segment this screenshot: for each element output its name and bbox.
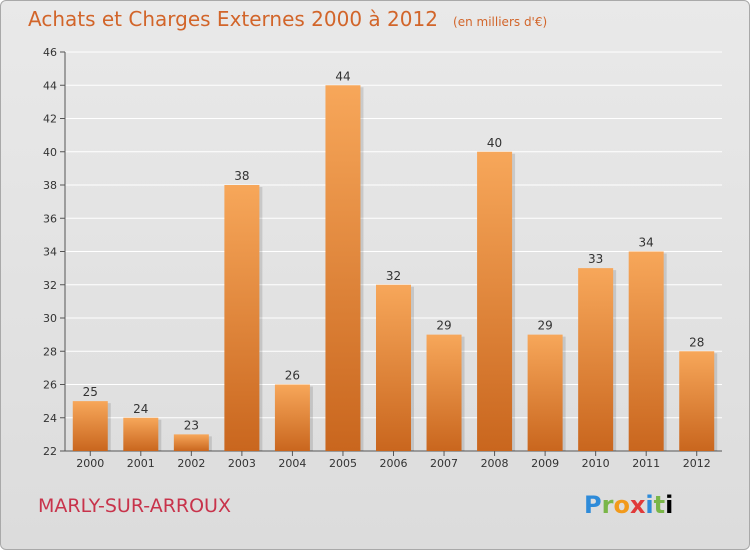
x-tick-label: 2004 (278, 457, 306, 470)
y-tick-label: 42 (43, 113, 57, 126)
logo-letter: o (613, 491, 630, 519)
bar-value-label: 38 (234, 169, 249, 183)
y-tick-label: 24 (43, 412, 57, 425)
bar (173, 434, 209, 451)
bar-value-label: 44 (335, 69, 350, 83)
x-tick-label: 2003 (228, 457, 256, 470)
bar-value-label: 40 (487, 136, 502, 150)
bar-value-label: 23 (184, 418, 199, 432)
proxiti-logo: Proxiti (584, 491, 673, 519)
bar (679, 351, 715, 451)
bar-value-label: 34 (639, 236, 654, 250)
bar-value-label: 26 (285, 369, 300, 383)
bar-value-label: 24 (133, 402, 148, 416)
bar-value-label: 32 (386, 269, 401, 283)
logo-letter: x (629, 491, 646, 519)
x-tick-label: 2002 (177, 457, 205, 470)
bar (477, 151, 513, 451)
bar (578, 268, 614, 451)
bar (527, 334, 563, 451)
y-tick-label: 30 (43, 312, 57, 325)
logo-letter: r (601, 491, 614, 519)
y-tick-label: 26 (43, 379, 57, 392)
y-tick-label: 40 (43, 146, 57, 159)
y-tick-label: 46 (43, 46, 57, 59)
bar (376, 284, 411, 451)
bar-value-label: 28 (689, 335, 704, 349)
x-tick-label: 2007 (430, 457, 458, 470)
bar (123, 417, 159, 451)
x-tick-label: 2001 (127, 457, 155, 470)
chart-title: Achats et Charges Externes 2000 à 2012 (… (28, 7, 547, 31)
bar-value-label: 25 (83, 385, 98, 399)
bar (274, 384, 310, 451)
bar (325, 85, 361, 451)
bar-value-label: 33 (588, 252, 603, 266)
bar (224, 185, 260, 451)
y-tick-label: 44 (43, 79, 57, 92)
y-tick-label: 36 (43, 212, 57, 225)
x-tick-label: 2011 (632, 457, 660, 470)
bar (426, 334, 462, 451)
chart-title-main: Achats et Charges Externes 2000 à 2012 (28, 7, 438, 31)
y-tick-label: 34 (43, 246, 57, 259)
x-tick-label: 2010 (582, 457, 610, 470)
y-tick-label: 22 (43, 445, 57, 458)
bar-value-label: 29 (436, 319, 451, 333)
x-tick-label: 2009 (531, 457, 559, 470)
x-tick-label: 2012 (683, 457, 711, 470)
logo-letter: P (584, 491, 602, 519)
y-tick-label: 38 (43, 179, 57, 192)
bar-value-label: 29 (537, 319, 552, 333)
y-tick-label: 28 (43, 345, 57, 358)
y-tick-label: 32 (43, 279, 57, 292)
location-label: MARLY-SUR-ARROUX (38, 495, 231, 517)
logo-letter: t (653, 491, 666, 519)
chart-title-unit: (en milliers d'€) (453, 15, 548, 29)
logo-letter: i (645, 491, 654, 519)
bar (72, 401, 108, 451)
x-tick-label: 2008 (481, 457, 509, 470)
x-tick-label: 2006 (380, 457, 408, 470)
logo-letter: i (665, 491, 674, 519)
x-tick-label: 2005 (329, 457, 357, 470)
bar (628, 251, 664, 451)
x-tick-label: 2000 (76, 457, 104, 470)
